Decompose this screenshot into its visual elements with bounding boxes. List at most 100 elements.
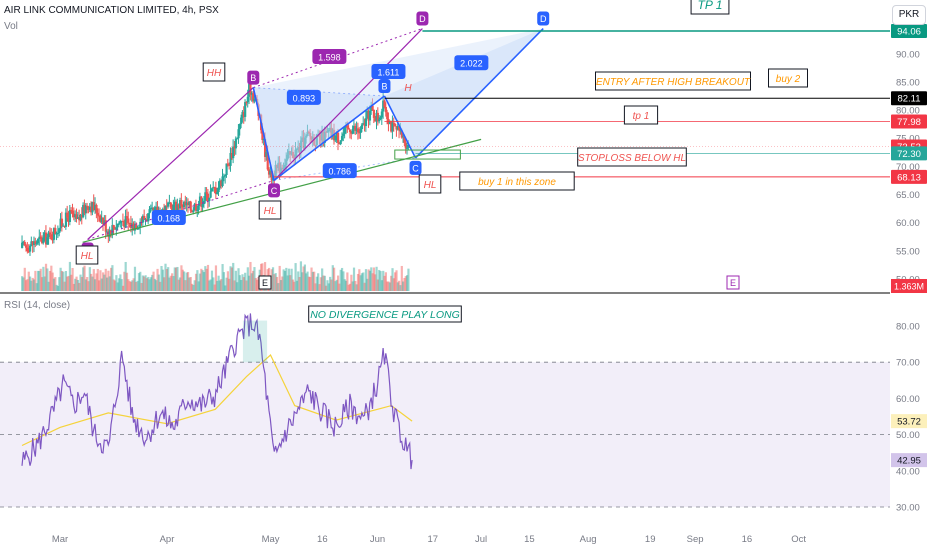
pattern-point-marker xyxy=(416,11,429,26)
volume-bar xyxy=(327,283,330,291)
candle xyxy=(64,212,68,227)
hl-annotation-box xyxy=(418,174,442,194)
candle xyxy=(364,118,368,127)
candle xyxy=(346,125,349,128)
candle xyxy=(244,102,247,117)
volume-bar xyxy=(279,280,283,291)
candle xyxy=(394,123,397,127)
volume-bar xyxy=(202,272,206,291)
volume-bar xyxy=(171,273,174,291)
candle xyxy=(47,232,50,238)
candle xyxy=(398,126,401,131)
volume-bar xyxy=(306,271,309,291)
volume-bar xyxy=(379,271,382,291)
candle xyxy=(86,205,89,207)
volume-bar xyxy=(164,263,167,291)
hl-annotation: HL xyxy=(424,180,437,191)
candle xyxy=(113,228,117,230)
h-annotation: H xyxy=(404,83,412,94)
candle xyxy=(396,126,399,130)
candle xyxy=(46,237,49,245)
time-tick-label: 17 xyxy=(427,534,438,545)
candle xyxy=(193,203,196,211)
candle xyxy=(51,239,54,241)
event-marker xyxy=(726,275,740,290)
volume-bar xyxy=(241,274,244,291)
candle xyxy=(23,241,26,246)
candle xyxy=(236,138,239,140)
candle xyxy=(172,204,175,214)
volume-bar xyxy=(38,270,41,291)
time-tick-label: 16 xyxy=(742,534,753,545)
time-tick-label: Jun xyxy=(370,534,385,545)
volume-bar xyxy=(151,274,154,291)
volume-bar xyxy=(217,275,220,291)
volume-bar xyxy=(26,279,29,291)
candle xyxy=(168,202,171,204)
volume-bar xyxy=(403,277,406,291)
rsi-tick-label: 50.00 xyxy=(896,430,920,441)
volume-bar xyxy=(139,271,142,291)
candle xyxy=(117,223,121,225)
volume-bar xyxy=(297,271,300,291)
candle xyxy=(43,232,46,238)
volume-bar xyxy=(102,272,105,291)
candle xyxy=(179,200,182,209)
candle xyxy=(116,223,119,228)
rsi-value-tag-label: 42.95 xyxy=(897,456,921,467)
candle xyxy=(149,208,153,210)
candle xyxy=(25,245,28,248)
candle xyxy=(176,204,179,212)
ratio-badge xyxy=(151,209,186,225)
candle xyxy=(42,237,45,243)
candle xyxy=(78,217,81,221)
volume-bar xyxy=(163,277,166,291)
price-level-tag-label: 94.06 xyxy=(897,27,921,38)
volume-bar xyxy=(384,272,387,291)
candle xyxy=(84,205,87,214)
candle xyxy=(128,222,131,224)
time-tick-label: Apr xyxy=(160,534,175,545)
trendline xyxy=(82,138,482,243)
candle xyxy=(109,230,113,236)
pattern-leg-purple xyxy=(87,87,254,240)
volume-bar xyxy=(387,281,390,291)
hl-annotation-box xyxy=(258,200,282,220)
currency-button[interactable]: PKR xyxy=(892,5,926,25)
candle xyxy=(189,201,192,211)
candle xyxy=(269,170,272,175)
candle xyxy=(399,130,402,132)
candle xyxy=(200,196,203,207)
candle xyxy=(391,122,394,132)
volume-bar xyxy=(319,277,322,291)
volume-bar xyxy=(224,285,227,291)
pattern-point-marker xyxy=(409,160,422,175)
pattern-point-label: C xyxy=(271,186,278,196)
volume-bar xyxy=(190,283,194,291)
volume-bar xyxy=(307,276,310,291)
volume-bar xyxy=(301,272,304,291)
volume-bar xyxy=(371,273,374,291)
volume-bar xyxy=(339,269,342,291)
volume-bar xyxy=(330,279,333,291)
volume-bar xyxy=(225,277,228,291)
candle xyxy=(240,117,243,125)
candle xyxy=(34,241,37,245)
candle xyxy=(347,127,350,130)
candle xyxy=(145,219,149,222)
volume-bar xyxy=(338,283,341,291)
pattern-leg-blue xyxy=(273,95,385,182)
volume-bar xyxy=(129,281,133,291)
candle xyxy=(376,112,380,122)
time-tick-label: Jul xyxy=(475,534,487,545)
price-tick-label: 75.00 xyxy=(896,134,920,145)
volume-bar xyxy=(74,278,77,291)
volume-bar xyxy=(206,264,210,291)
volume-bar xyxy=(278,265,281,291)
candle xyxy=(352,125,356,130)
candle xyxy=(378,119,381,122)
ratio-label: 1.611 xyxy=(378,68,400,78)
candle xyxy=(384,106,387,113)
